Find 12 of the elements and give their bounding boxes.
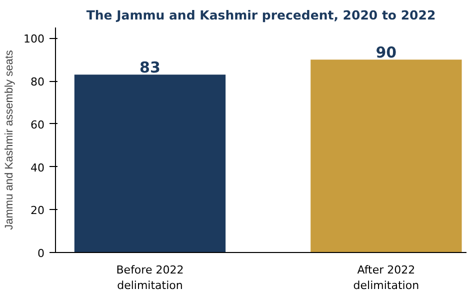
chart-title: The Jammu and Kashmir precedent, 2020 to 2022: [86, 8, 436, 22]
y-tick-label: 0: [38, 247, 44, 260]
y-tick-label: 80: [30, 76, 45, 89]
y-tick-label: 40: [30, 161, 45, 174]
y-tick-label: 60: [30, 118, 45, 132]
x-tick-label: Before 2022 delimitation: [116, 264, 184, 292]
y-tick-label: 100: [24, 32, 45, 46]
y-axis-title: Jammu and Kashmir assembly seats: [4, 50, 16, 230]
data-label: 83: [140, 58, 160, 77]
y-tick-label: 20: [30, 204, 45, 218]
data-label: 90: [376, 44, 397, 62]
x-tick-label: After 2022 delimitation: [353, 264, 420, 292]
